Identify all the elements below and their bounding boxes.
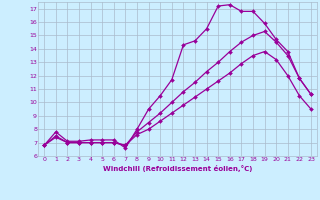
X-axis label: Windchill (Refroidissement éolien,°C): Windchill (Refroidissement éolien,°C): [103, 165, 252, 172]
